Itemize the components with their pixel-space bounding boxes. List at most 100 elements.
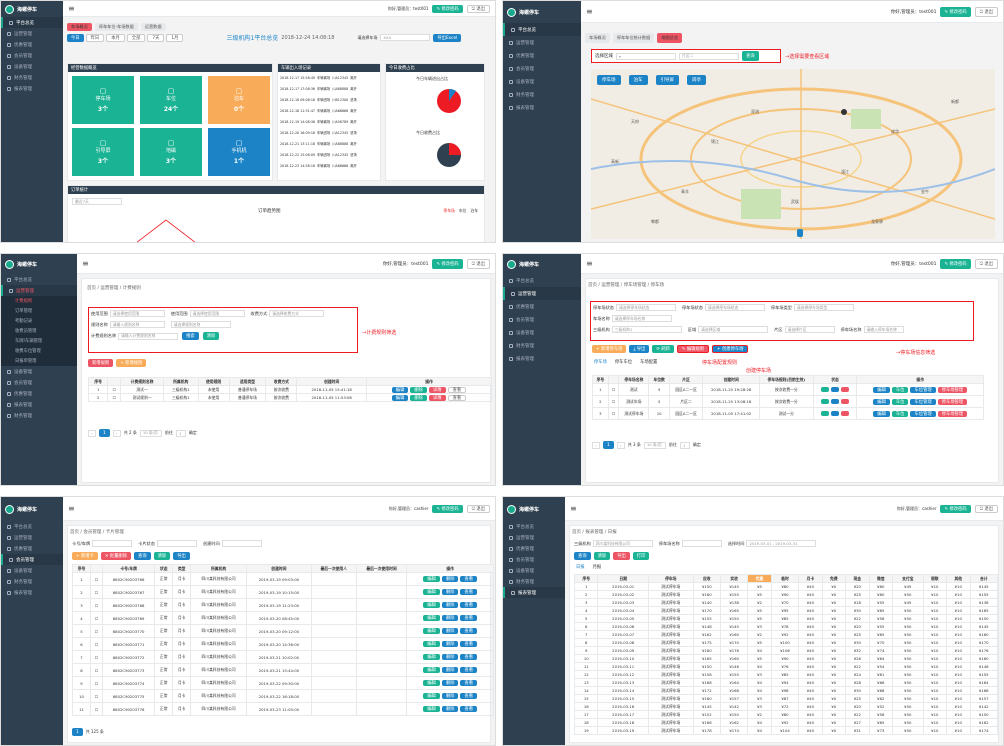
sidebar-item-overview[interactable]: 平台总览 (503, 23, 581, 36)
row-action-button[interactable]: 查看 (447, 386, 467, 393)
search-button[interactable]: 搜索 (182, 332, 199, 340)
sidebar-item-operations[interactable]: 运营管理 (503, 532, 565, 543)
page-size-select[interactable]: 10 条/页 (139, 429, 162, 437)
change-password-button[interactable]: ✎ 修改密码 (940, 504, 971, 513)
row-action-button[interactable]: 删除 (441, 667, 459, 673)
menu-toggle-icon[interactable]: ≡ (68, 504, 75, 513)
lot-name-input[interactable] (681, 540, 722, 547)
next-page[interactable]: › (616, 441, 625, 449)
table-cell[interactable]: ☐ (89, 572, 103, 586)
sidebar-item-discounts[interactable]: 优惠管理 (1, 39, 63, 50)
row-action-button[interactable]: 查看 (460, 706, 477, 712)
billing-rule-name-input[interactable]: 请输入计费规则名称 (118, 332, 179, 340)
row-action-button[interactable]: 编辑 (423, 680, 440, 686)
stat-card[interactable]: ▢ 手机机 1个 (208, 128, 270, 176)
table-cell[interactable]: ☐ (89, 624, 103, 638)
tab-1[interactable]: 停车车位-车场数据 (94, 23, 138, 31)
add-lot-button[interactable]: + 新增停车场 (592, 345, 627, 353)
logout-button[interactable]: ⎋ 退出 (974, 504, 998, 513)
change-password-button[interactable]: ✎ 修改密码 (940, 258, 971, 269)
row-action-button[interactable]: 车位管理 (910, 410, 936, 417)
charge-method-select[interactable]: 请选择收费方式 (269, 310, 325, 317)
stat-card[interactable]: ▢ 停车场 3个 (72, 76, 134, 124)
table-cell[interactable]: ☐ (607, 383, 620, 396)
sidebar-subitem[interactable]: 收费车位管理 (1, 346, 77, 356)
row-action-button[interactable]: 详情 (428, 394, 446, 401)
next-page[interactable]: › (112, 429, 121, 437)
table-cell[interactable]: ☐ (607, 407, 620, 420)
sidebar-item[interactable]: 报表管理 (1, 399, 77, 410)
sidebar-subitem[interactable]: 订单管理 (1, 306, 77, 316)
table-cell[interactable]: ☐ (89, 689, 103, 703)
change-password-button[interactable]: ✎ 修改密码 (432, 504, 463, 513)
rule-name-select[interactable]: 请选择规则名称 (170, 321, 231, 328)
stat-card[interactable]: ▢ 地磁 3个 (140, 128, 202, 176)
logout-button[interactable]: ⎋ 退出 (466, 4, 490, 13)
row-action-button[interactable]: 编辑 (423, 628, 440, 634)
tab-0[interactable]: 车场概况 (585, 33, 610, 43)
lot-status-select-2[interactable]: 请选择停车场状态 (704, 304, 765, 311)
rule-name-input[interactable]: 请输入规则名称 (109, 321, 165, 328)
sidebar-subitem[interactable]: 计费规则 (1, 296, 77, 306)
page-current[interactable]: 1 (603, 441, 614, 449)
export-button[interactable]: 导出 (613, 552, 630, 560)
time-filter[interactable]: 今日 (67, 33, 84, 42)
row-action-button[interactable]: 删除 (410, 386, 427, 393)
prev-page[interactable]: ‹ (88, 429, 96, 437)
row-action-button[interactable]: 查看 (447, 394, 467, 401)
page-current[interactable]: 1 (72, 728, 83, 736)
table-cell[interactable]: ☐ (107, 385, 122, 394)
row-action-button[interactable]: 查看 (460, 667, 477, 673)
row-action-button[interactable]: 编辑 (423, 576, 440, 582)
page-jump-input[interactable]: 1 (679, 441, 690, 449)
refresh-button[interactable]: ⟳ 刷新 (652, 345, 674, 353)
sidebar-item-discounts[interactable]: 优惠管理 (503, 49, 581, 62)
logout-button[interactable]: ⎋ 退出 (466, 258, 490, 269)
batch-delete-button[interactable]: 新增规则 (88, 359, 114, 367)
lot-type-select[interactable]: 请选择停车场类型 (793, 304, 854, 311)
reset-button[interactable]: 清除 (202, 332, 220, 340)
row-action-button[interactable]: 停车场管理 (937, 410, 968, 417)
row-action-button[interactable]: 编辑 (423, 615, 440, 621)
row-action-button[interactable]: 编辑 (423, 693, 440, 699)
table-cell[interactable]: ☐ (607, 395, 620, 408)
row-action-button[interactable]: 车位 (891, 410, 909, 417)
prev-page[interactable]: ‹ (592, 441, 600, 449)
sidebar-item-reports[interactable]: 报表管理 (1, 83, 63, 94)
row-action-button[interactable]: 删除 (441, 641, 459, 647)
row-action-button[interactable]: 删除 (441, 706, 459, 712)
tab-2[interactable]: 地图总览 (657, 33, 683, 43)
menu-toggle-icon[interactable]: ≡ (82, 259, 89, 268)
map-layer-button[interactable]: 岗亭 (687, 75, 706, 85)
row-action-button[interactable]: 编辑 (423, 667, 440, 673)
row-action-button[interactable]: 详情 (428, 386, 446, 393)
row-action-button[interactable]: 编辑 (423, 706, 440, 712)
table-cell[interactable]: ☐ (89, 676, 103, 690)
time-filter[interactable]: 7天 (147, 33, 165, 42)
sidebar-item-reports[interactable]: 报表管理 (503, 101, 581, 114)
row-action-button[interactable]: 停车场管理 (937, 398, 968, 405)
page-size-select[interactable]: 10 条/页 (643, 441, 666, 449)
add-card-button[interactable]: + 新增卡 (72, 552, 98, 560)
row-action-button[interactable]: 车位管理 (910, 398, 936, 405)
table-cell[interactable]: ☐ (89, 637, 103, 651)
row-action-button[interactable]: 删除 (441, 628, 459, 634)
sidebar-subitem[interactable]: 考勤记录 (1, 316, 77, 326)
export-button[interactable]: ⤓ 导出 (629, 345, 650, 353)
stat-card[interactable]: ▢ 引导屏 3个 (72, 128, 134, 176)
sidebar-item-devices[interactable]: 设备管理 (503, 326, 581, 339)
card-status-select[interactable] (156, 540, 197, 547)
row-action-button[interactable]: 删除 (441, 693, 459, 699)
page-jump-input[interactable]: 1 (175, 429, 186, 437)
sidebar-item-finance[interactable]: 财务管理 (1, 72, 63, 83)
map-marker-icon[interactable] (797, 229, 803, 237)
row-action-button[interactable]: 删除 (441, 576, 459, 582)
stat-card[interactable]: ▢ 泊车 0个 (208, 76, 270, 124)
row-action-button[interactable]: 编辑 (423, 602, 440, 608)
date-range-input[interactable]: 2019-03-01 - 2019-03-31 (746, 540, 817, 547)
export-button[interactable]: 导出 (173, 552, 190, 560)
area-select[interactable]: ▾ (616, 52, 676, 60)
row-action-button[interactable]: 编辑 (423, 654, 440, 660)
scope-select[interactable]: 请选择使用范围 (109, 310, 165, 317)
row-action-button[interactable]: 编辑 (873, 386, 890, 393)
